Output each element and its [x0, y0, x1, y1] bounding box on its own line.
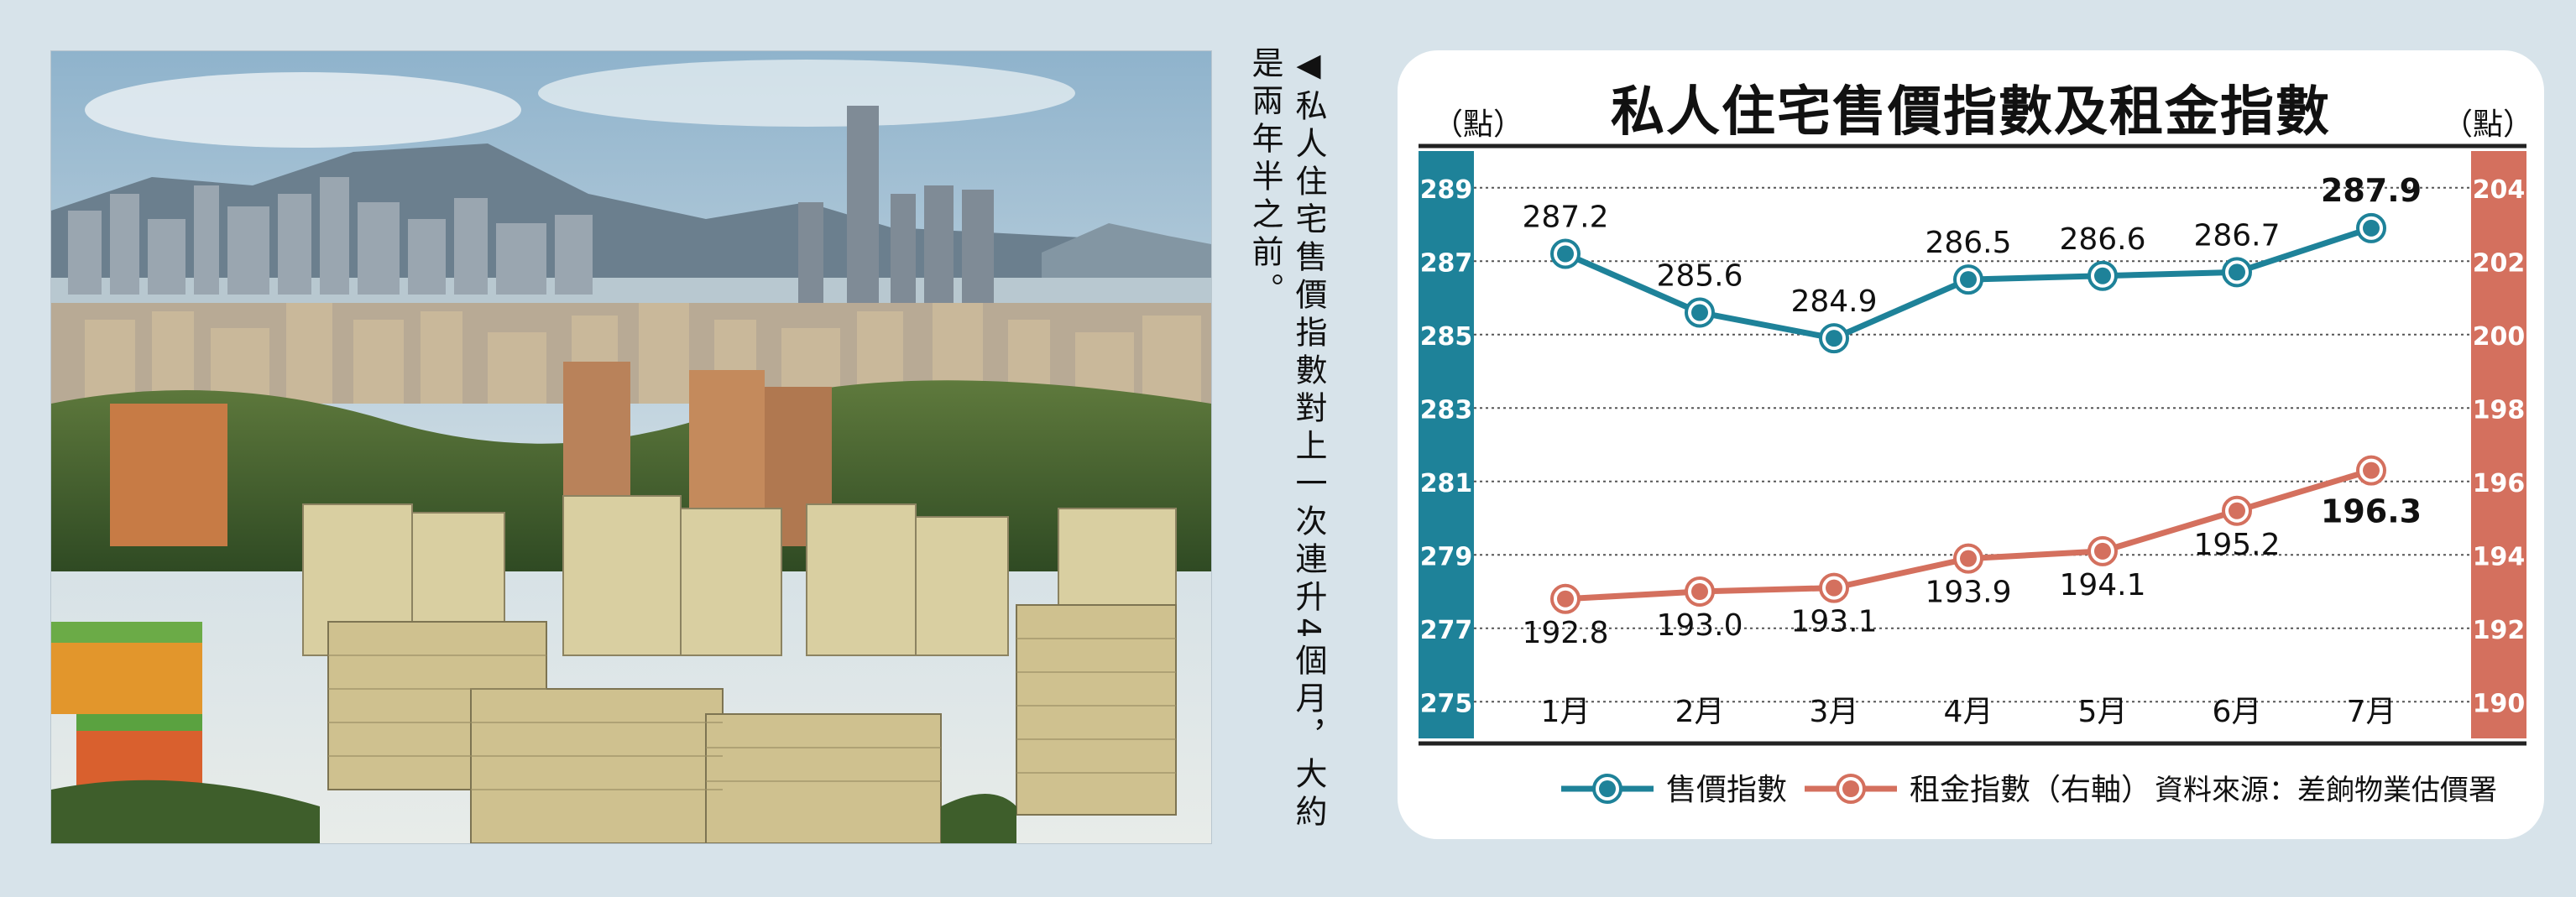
data-label: 284.9	[1790, 284, 1877, 319]
right-axis-band	[2471, 151, 2526, 738]
x-tick-label: 7月	[2347, 695, 2396, 729]
left-tick-label: 275	[1420, 689, 1473, 718]
legend-marker-core	[1599, 780, 1616, 797]
data-label: 286.6	[2059, 222, 2145, 257]
x-tick-label: 3月	[1810, 695, 1859, 729]
right-tick-label: 194	[2473, 542, 2526, 571]
left-tick-label: 287	[1420, 248, 1473, 278]
data-label: 285.6	[1656, 259, 1743, 294]
x-tick-label: 1月	[1541, 695, 1591, 729]
right-tick-label: 198	[2473, 395, 2526, 425]
data-point-core	[1826, 579, 1842, 597]
data-point-core	[1960, 271, 1977, 289]
data-point-core	[1826, 330, 1842, 347]
data-point-core	[1691, 304, 1708, 321]
legend-label: 租金指數（右軸）	[1910, 773, 2151, 807]
skyline-illustration	[51, 51, 1211, 843]
data-label: 194.1	[2059, 568, 2145, 602]
data-label: 196.3	[2321, 493, 2422, 530]
right-tick-label: 190	[2473, 689, 2526, 718]
data-point-core	[2229, 263, 2245, 281]
city-photo	[50, 50, 1212, 844]
data-point-core	[2094, 267, 2111, 284]
data-label: 193.1	[1790, 605, 1877, 639]
data-label: 192.8	[1522, 616, 1608, 650]
left-axis-band	[1419, 151, 1474, 738]
data-point-core	[1960, 550, 1977, 567]
legend-marker-core	[1842, 780, 1859, 797]
data-point-core	[1557, 245, 1574, 263]
data-label: 287.2	[1522, 201, 1608, 235]
x-tick-label: 4月	[1944, 695, 1993, 729]
data-point-core	[2094, 542, 2111, 560]
x-tick-label: 6月	[2213, 695, 2262, 729]
data-point-core	[2229, 502, 2245, 519]
data-label: 195.2	[2193, 528, 2280, 562]
left-tick-label: 281	[1420, 469, 1473, 498]
data-label: 193.9	[1925, 576, 2011, 610]
data-point-core	[2363, 462, 2380, 479]
data-point-core	[2363, 219, 2380, 237]
data-point-core	[1557, 590, 1574, 608]
x-tick-label: 2月	[1675, 695, 1725, 729]
photo-caption: ◀私人住宅售價指數對上一次連升4個月，大約是兩年半之前。	[1246, 46, 1327, 833]
left-axis-unit: （點）	[1433, 107, 1523, 142]
right-axis-unit: （點）	[2443, 107, 2533, 142]
right-tick-label: 202	[2473, 248, 2526, 278]
right-tick-label: 192	[2473, 616, 2526, 645]
right-tick-label: 200	[2473, 322, 2526, 352]
right-tick-label: 196	[2473, 469, 2526, 498]
legend-label: 售價指數	[1666, 773, 1787, 807]
left-tick-label: 285	[1420, 322, 1473, 352]
left-tick-label: 279	[1420, 542, 1473, 571]
data-label: 193.0	[1656, 608, 1743, 643]
source-note: 資料來源：差餉物業估價署	[2155, 774, 2497, 807]
data-label: 286.7	[2193, 218, 2280, 253]
left-tick-label: 283	[1420, 395, 1473, 425]
data-label: 287.9	[2321, 172, 2422, 209]
line-chart: 289 204 287 202 285 200 283 198 281 196 279 194 277 1…	[1419, 107, 2533, 807]
left-tick-label: 289	[1420, 175, 1473, 205]
chart-card: 私人住宅售價指數及租金指數 289 204 287 202 285 200 283 198 28…	[1398, 50, 2544, 839]
right-tick-label: 204	[2473, 175, 2526, 205]
x-tick-label: 5月	[2078, 695, 2128, 729]
data-label: 286.5	[1925, 226, 2011, 260]
data-point-core	[1691, 583, 1708, 600]
chart-title: 私人住宅售價指數及租金指數	[1611, 81, 2331, 143]
left-tick-label: 277	[1420, 616, 1473, 645]
